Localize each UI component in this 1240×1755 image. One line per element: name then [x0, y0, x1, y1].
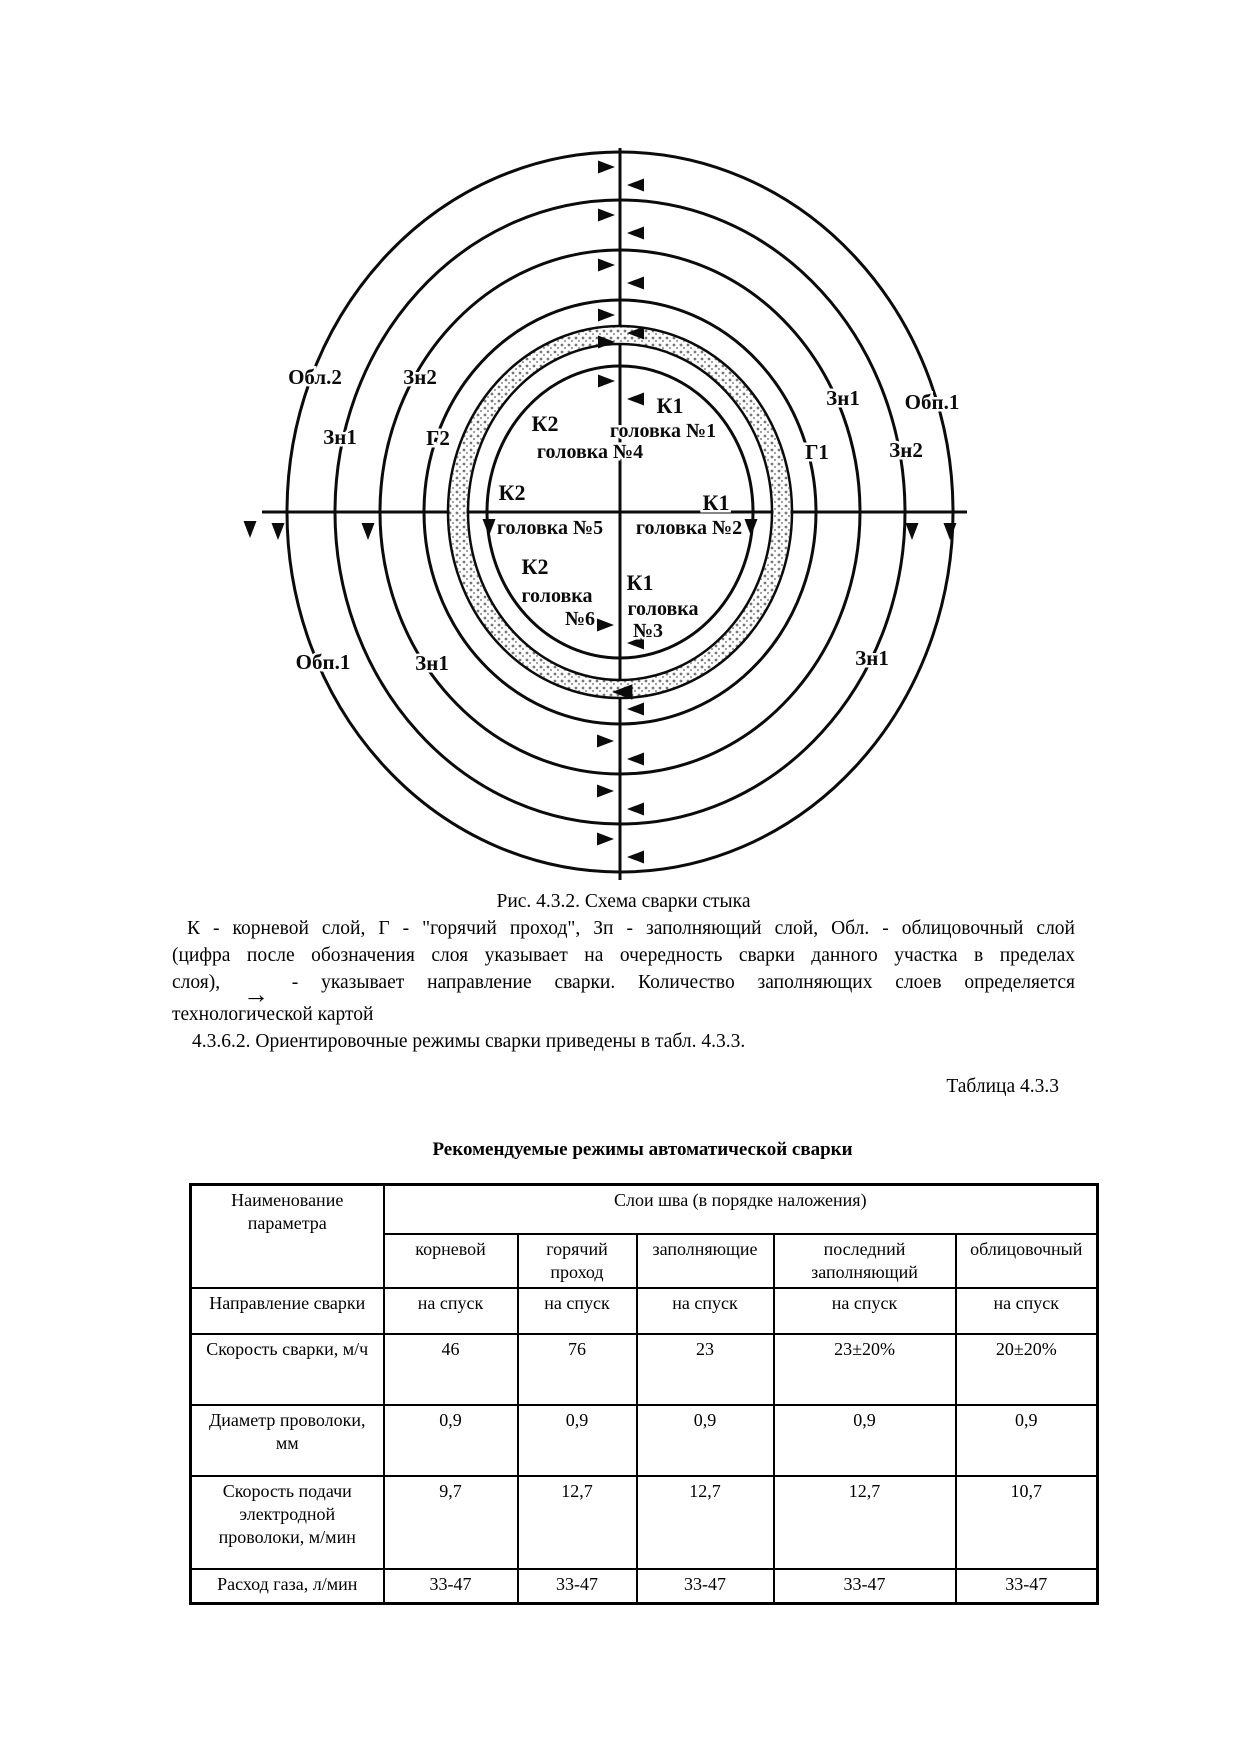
- clause-4362: 4.3.6.2. Ориентировочные режимы сварки п…: [192, 1031, 746, 1052]
- value-cell: 76: [516, 1333, 638, 1406]
- value-cell: на спуск: [635, 1287, 775, 1335]
- label-k2-head5: К2: [499, 480, 526, 505]
- value-cell: на спуск: [954, 1287, 1099, 1335]
- param-cell: Расход газа, л/мин: [189, 1568, 385, 1605]
- table-row: Наименование параметра Слои шва (в поряд…: [189, 1183, 1099, 1289]
- label-k2-head6: К2: [522, 554, 549, 579]
- table-reference: Таблица 4.3.3: [946, 1076, 1059, 1097]
- table-row: Скорость подачи электродной проволоки, м…: [189, 1475, 1099, 1570]
- value-cell: 33-47: [516, 1568, 638, 1605]
- value-cell: 0,9: [516, 1404, 638, 1477]
- legend-line-4: технологической картой: [172, 1004, 374, 1025]
- label-head3-line1: головка: [627, 598, 698, 620]
- value-cell: 23: [635, 1333, 775, 1406]
- param-cell: Диаметр проволоки, мм: [189, 1404, 385, 1477]
- param-cell: Скорость подачи электродной проволоки, м…: [189, 1475, 385, 1570]
- value-cell: 10,7: [954, 1475, 1099, 1570]
- param-cell: Скорость сварки, м/ч: [189, 1333, 385, 1406]
- label-zn2-right: Зн2: [889, 438, 923, 462]
- legend-line3-suffix: - указывает направление сварки. Количест…: [291, 972, 1075, 993]
- weld-direction-arrow-glyph: →: [242, 980, 269, 1009]
- welding-modes-table: Наименование параметра Слои шва (в поряд…: [189, 1183, 1100, 1605]
- value-cell: 0,9: [954, 1404, 1099, 1477]
- label-zn1-bottom-right: Зн1: [855, 646, 889, 670]
- label-k1-head1: К1: [657, 393, 684, 418]
- label-obl2: Обл.2: [288, 365, 342, 389]
- value-cell: на спуск: [516, 1287, 638, 1335]
- welding-head-labels: К1 головка №1 К2 головка №4 К2 головка №…: [494, 391, 744, 645]
- label-k1-head3: К1: [627, 570, 654, 595]
- value-cell: 20±20%: [954, 1333, 1099, 1406]
- value-cell: 12,7: [772, 1475, 957, 1570]
- label-head6-line2: №6: [565, 608, 595, 630]
- legend-line3-prefix: слоя),: [172, 972, 221, 993]
- value-cell: 33-47: [382, 1568, 519, 1605]
- label-g1: Г1: [805, 440, 829, 464]
- label-g2: Г2: [426, 426, 450, 450]
- label-zn2-left: Зн2: [403, 365, 437, 389]
- layer-labels: Обл.2 Зн2 Зн1 Г2 Зн1 Обп.1 Г1 Зн2 Обп.1 …: [286, 363, 962, 678]
- legend-line-2: (цифра после обозначения слоя указывает …: [172, 945, 1075, 966]
- table-row: Расход газа, л/мин 33-47 33-47 33-47 33-…: [189, 1568, 1099, 1605]
- table-title: Рекомендуемые режимы автоматической свар…: [432, 1139, 853, 1160]
- value-cell: 33-47: [954, 1568, 1099, 1605]
- label-head4: головка №4: [537, 441, 643, 463]
- column-header: горячий проход: [516, 1233, 638, 1289]
- value-cell: 46: [382, 1333, 519, 1406]
- welding-scheme-figure: Обл.2 Зн2 Зн1 Г2 Зн1 Обп.1 Г1 Зн2 Обп.1 …: [243, 148, 967, 880]
- value-cell: 23±20%: [772, 1333, 957, 1406]
- label-zn1-right-upper: Зн1: [826, 386, 860, 410]
- legend-line-3: слоя), → - указывает направление сварки.…: [172, 970, 1075, 1008]
- label-obl1-bottom-left: Обп.1: [296, 650, 351, 674]
- label-zn1-left-upper: Зн1: [323, 425, 357, 449]
- label-k2-head4: К2: [532, 411, 559, 436]
- param-header-cell: Наименование параметра: [189, 1183, 385, 1289]
- table-row: Скорость сварки, м/ч 46 76 23 23±20% 20±…: [189, 1333, 1099, 1406]
- value-cell: 12,7: [635, 1475, 775, 1570]
- value-cell: 33-47: [772, 1568, 957, 1605]
- table-row: Диаметр проволоки, мм 0,9 0,9 0,9 0,9 0,…: [189, 1404, 1099, 1477]
- label-head1: головка №1: [610, 420, 716, 442]
- column-header: облицовочный: [954, 1233, 1099, 1289]
- welding-heads-ring: [485, 364, 755, 660]
- layers-header-cell: Слои шва (в порядке наложения): [382, 1183, 1099, 1235]
- value-cell: на спуск: [772, 1287, 957, 1335]
- column-header: последний заполняющий: [772, 1233, 957, 1289]
- value-cell: 33-47: [635, 1568, 775, 1605]
- label-head3-line2: №3: [633, 620, 663, 642]
- value-cell: 12,7: [516, 1475, 638, 1570]
- value-cell: 0,9: [382, 1404, 519, 1477]
- figure-caption: Рис. 4.3.2. Схема сварки стыка: [496, 891, 751, 912]
- param-cell: Направление сварки: [189, 1287, 385, 1335]
- value-cell: 9,7: [382, 1475, 519, 1570]
- label-zn1-bottom-left: Зн1: [415, 651, 449, 675]
- table-row: корневой горячий проход заполняющие посл…: [191, 1233, 1099, 1289]
- value-cell: 0,9: [772, 1404, 957, 1477]
- column-header: корневой: [382, 1233, 519, 1289]
- table-row: Направление сварки на спуск на спуск на …: [189, 1287, 1099, 1335]
- label-head5: головка №5: [497, 517, 603, 539]
- value-cell: на спуск: [382, 1287, 519, 1335]
- value-cell: 0,9: [635, 1404, 775, 1477]
- label-head2: головка №2: [636, 517, 742, 539]
- label-head6-line1: головка: [521, 585, 592, 607]
- label-k1-head2: К1: [703, 490, 730, 515]
- label-obl1-right: Обп.1: [905, 390, 960, 414]
- layer-rings: [285, 150, 955, 874]
- column-header: заполняющие: [635, 1233, 775, 1289]
- legend-line-1: К - корневой слой, Г - "горячий проход",…: [187, 918, 1075, 939]
